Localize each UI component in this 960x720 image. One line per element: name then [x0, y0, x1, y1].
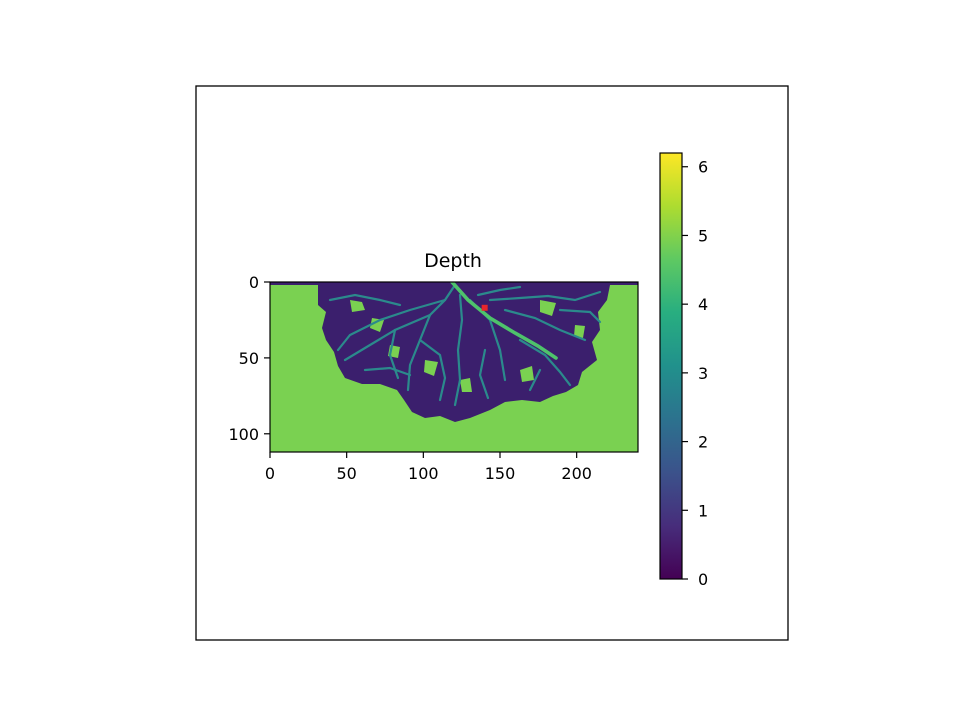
colorbar-axis: 0 1 2 3 4 5 6: [682, 158, 708, 589]
y-axis: 0 50 100: [228, 273, 270, 444]
colorbar: [659, 152, 683, 580]
colorbar-tick-label: 2: [698, 433, 708, 452]
x-tick-label: 200: [561, 464, 592, 483]
colorbar-tick-label: 4: [698, 295, 708, 314]
y-tick-label: 0: [249, 273, 259, 292]
x-tick-label: 150: [485, 464, 516, 483]
heatmap-hole: [540, 300, 556, 316]
chart-title: Depth: [424, 250, 482, 272]
x-tick-label: 50: [336, 464, 356, 483]
colorbar-tick-label: 0: [698, 570, 708, 589]
heatmap-hole: [370, 318, 384, 332]
heatmap-main-channel: [450, 282, 558, 360]
heatmap-hole: [574, 325, 585, 338]
heatmap-image: [270, 282, 638, 452]
heatmap-channels: [328, 283, 602, 407]
heatmap-hole: [460, 378, 472, 392]
heatmap-marker: [481, 304, 488, 311]
x-axis: 0 50 100 150 200: [265, 452, 592, 483]
colorbar-tick-label: 1: [698, 501, 708, 520]
colorbar-tick-label: 6: [698, 158, 708, 177]
colorbar-tick-label: 3: [698, 364, 708, 383]
y-tick-label: 50: [239, 349, 259, 368]
colorbar-tick-label: 5: [698, 226, 708, 245]
heatmap-hole: [350, 300, 365, 312]
x-tick-label: 100: [408, 464, 439, 483]
heatmap-hole: [520, 366, 534, 382]
heatmap-frame: [269, 281, 639, 453]
figure-frame: [195, 85, 789, 641]
heatmap-hole: [424, 360, 438, 376]
x-tick-label: 0: [265, 464, 275, 483]
y-tick-label: 100: [228, 425, 259, 444]
